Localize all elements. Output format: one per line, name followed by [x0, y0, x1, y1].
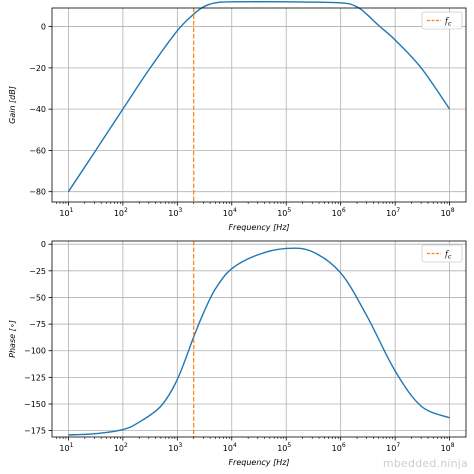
y-tick-label: 0	[41, 23, 46, 32]
y-tick-label: −25	[29, 267, 46, 276]
y-tick-label: −175	[24, 427, 46, 436]
y-axis-label: Gain [dB]	[8, 86, 17, 124]
x-tick-label: 103	[168, 207, 182, 218]
x-tick-label: 105	[277, 207, 291, 218]
y-tick-label: −75	[29, 320, 46, 329]
x-axis-label: Frequency [Hz]	[228, 223, 289, 232]
x-axis-label: Frequency [Hz]	[228, 458, 289, 467]
legend-label: fc	[444, 250, 452, 261]
phase-plot: 101 102 103 104 105 106 107 108 0 −25 −50 −75 −100 −1…	[8, 240, 467, 467]
gain-curve	[67, 0, 451, 193]
legend: fc	[421, 244, 463, 263]
x-tick-label: 102	[114, 207, 128, 218]
x-tick-label: 102	[114, 442, 128, 453]
gain-plot: 101 102 103 104 105 106 107 108 0 −20 −40 −60 −80 Fre…	[8, 0, 467, 232]
x-tick-label: 108	[441, 442, 455, 453]
x-tick-label: 104	[223, 207, 237, 218]
x-tick-label: 104	[223, 442, 237, 453]
axes-frame	[51, 240, 467, 438]
watermark: mbedded.ninja	[382, 457, 468, 470]
y-tick-label: −20	[29, 64, 46, 73]
phase-curve	[68, 247, 450, 436]
x-tick-label: 107	[386, 442, 400, 453]
legend-box	[421, 244, 463, 263]
x-tick-label: 101	[59, 207, 73, 218]
y-tick-label: −40	[29, 105, 46, 114]
x-tick-label: 106	[332, 207, 346, 218]
y-axis-label: Phase [∘]	[8, 320, 17, 358]
y-tick-label: −50	[29, 293, 46, 302]
y-tick-label: −80	[29, 188, 46, 197]
legend: fc	[421, 11, 463, 30]
x-tick-label: 108	[441, 207, 455, 218]
legend-label: fc	[444, 17, 452, 28]
y-tick-label: −60	[29, 146, 46, 155]
y-tick-label: 0	[41, 240, 46, 249]
x-tick-label: 107	[386, 207, 400, 218]
x-tick-label: 101	[59, 442, 73, 453]
x-tick-label: 105	[277, 442, 291, 453]
x-tick-label: 106	[332, 442, 346, 453]
y-tick-label: −100	[24, 347, 46, 356]
x-tick-label: 103	[168, 442, 182, 453]
y-tick-label: −125	[24, 373, 46, 382]
axes-frame	[51, 7, 467, 203]
legend-box	[421, 11, 463, 30]
y-tick-label: −150	[24, 400, 46, 409]
